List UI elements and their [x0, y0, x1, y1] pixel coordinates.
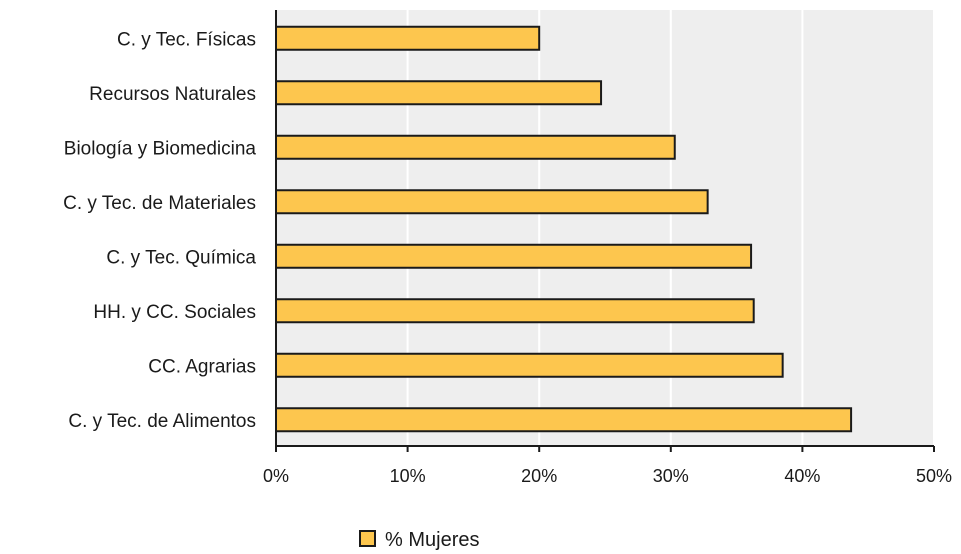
x-tick-label: 20%: [521, 466, 557, 486]
bar: [275, 407, 853, 433]
bar: [275, 298, 755, 324]
plot-background: [276, 10, 934, 446]
x-tick-label: 10%: [390, 466, 426, 486]
axes: [275, 10, 935, 452]
category-label: Recursos Naturales: [89, 84, 256, 105]
category-label: Biología y Biomedicina: [64, 138, 257, 159]
category-label: C. y Tec. Físicas: [117, 29, 256, 50]
x-tick-label: 40%: [784, 466, 820, 486]
bars: [275, 25, 853, 433]
bar: [275, 134, 676, 160]
category-label: C. y Tec. de Materiales: [63, 193, 256, 214]
x-tick-label: 0%: [263, 466, 289, 486]
legend-label: % Mujeres: [385, 529, 479, 551]
category-labels: C. y Tec. Físicas Recursos Naturales Biolo…: [63, 29, 256, 432]
bar: [275, 25, 541, 51]
x-tick-label: 50%: [916, 466, 952, 486]
category-label: C. y Tec. Química: [106, 247, 256, 268]
legend-swatch: [359, 530, 376, 547]
category-label: CC. Agrarias: [148, 356, 256, 377]
bar: [275, 243, 753, 269]
category-label: C. y Tec. de Alimentos: [68, 411, 256, 432]
x-tick-label: 30%: [653, 466, 689, 486]
bar: [275, 80, 603, 106]
bar: [275, 189, 709, 215]
bar: [275, 352, 784, 378]
x-tick-labels: 0% 10% 20% 30% 40% 50%: [263, 466, 952, 486]
category-label: HH. y CC. Sociales: [93, 302, 256, 323]
legend: % Mujeres: [359, 529, 479, 551]
